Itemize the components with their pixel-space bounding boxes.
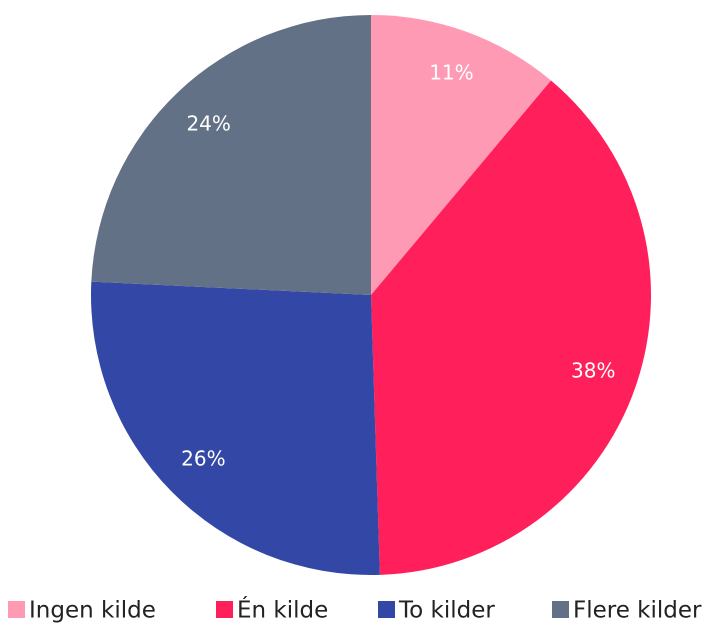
- legend-swatch: [552, 601, 569, 618]
- value-label: 26%: [181, 446, 225, 470]
- value-label: 11%: [429, 60, 473, 84]
- pie-slice: [371, 15, 551, 295]
- legend-label: Én kilde: [237, 596, 328, 624]
- pie-slice: [91, 15, 372, 295]
- legend-swatch: [378, 601, 395, 618]
- legend-label: Flere kilder: [573, 598, 702, 624]
- pie-slice: [91, 281, 380, 575]
- legend-label: Ingen kilde: [29, 598, 156, 624]
- legend-swatch: [216, 601, 233, 618]
- legend-swatch: [8, 601, 25, 618]
- value-label: 38%: [571, 358, 615, 382]
- pie-slice: [371, 80, 651, 575]
- value-label: 24%: [186, 111, 230, 135]
- legend-label: To kilder: [398, 598, 495, 624]
